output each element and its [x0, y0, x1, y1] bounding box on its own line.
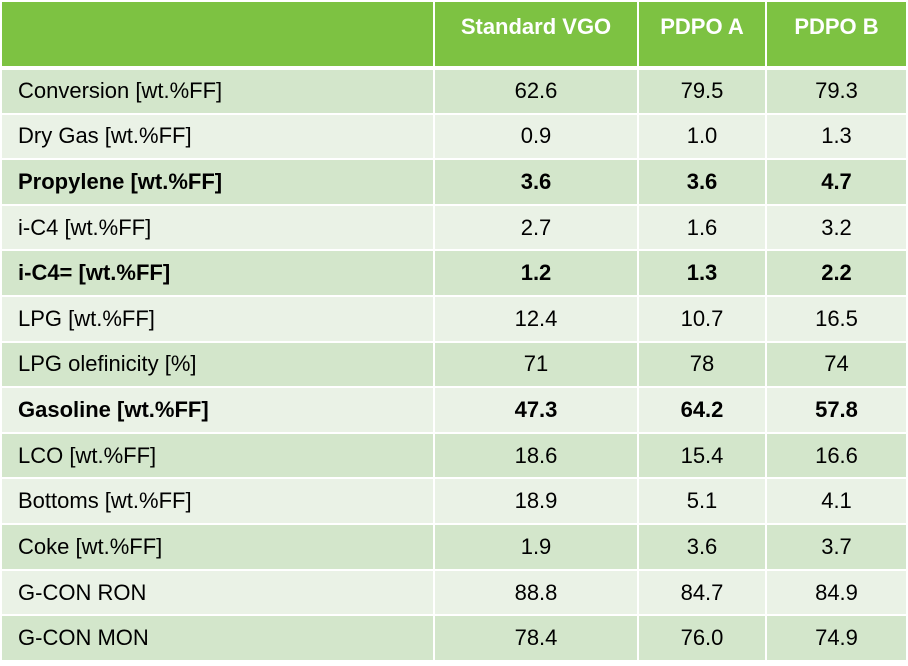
row-label-cell: Propylene [wt.%FF]: [2, 159, 435, 206]
table-row: i-C4 [wt.%FF] 2.7 1.6 3.2: [2, 204, 906, 252]
row-label-cell: Gasoline [wt.%FF]: [2, 387, 435, 434]
standard-vgo-value-cell: 12.4: [434, 296, 639, 343]
table-row: Dry Gas [wt.%FF] 0.9 1.0 1.3: [2, 113, 906, 161]
table-row: Propylene [wt.%FF] 3.6 3.6 4.7: [2, 159, 906, 206]
pdpo-b-value-cell: 1.3: [766, 113, 906, 161]
standard-vgo-value-cell: 18.6: [434, 432, 639, 480]
pdpo-a-value-cell: 10.7: [638, 296, 767, 343]
pdpo-a-value-cell: 3.6: [638, 159, 767, 206]
pdpo-b-value-cell: 2.2: [766, 250, 906, 298]
standard-vgo-value-cell: 62.6: [434, 68, 639, 115]
table-body: Conversion [wt.%FF] 62.6 79.5 79.3 Dry Gas […: [2, 68, 906, 662]
pdpo-a-value-cell: 64.2: [638, 387, 767, 434]
pdpo-b-value-cell: 16.6: [766, 432, 906, 480]
row-label-cell: Dry Gas [wt.%FF]: [2, 113, 435, 161]
row-label-cell: LPG olefinicity [%]: [2, 341, 435, 389]
table-row: Conversion [wt.%FF] 62.6 79.5 79.3: [2, 68, 906, 115]
pdpo-b-value-cell: 4.1: [766, 478, 906, 526]
header-row: Standard VGO PDPO A PDPO B: [2, 2, 906, 70]
standard-vgo-value-cell: 71: [434, 341, 639, 389]
pdpo-b-value-cell: 84.9: [766, 569, 906, 617]
row-label-cell: LPG [wt.%FF]: [2, 296, 435, 343]
row-label-cell: i-C4 [wt.%FF]: [2, 204, 435, 252]
table-row: LPG olefinicity [%] 71 78 74: [2, 341, 906, 389]
table-row: G-CON RON 88.8 84.7 84.9: [2, 569, 906, 617]
standard-vgo-value-cell: 88.8: [434, 569, 639, 617]
pdpo-b-value-cell: 79.3: [766, 68, 906, 115]
header-pdpo-a: PDPO A: [638, 2, 767, 70]
row-label-cell: LCO [wt.%FF]: [2, 432, 435, 480]
pdpo-a-value-cell: 76.0: [638, 615, 767, 662]
pdpo-a-value-cell: 1.0: [638, 113, 767, 161]
standard-vgo-value-cell: 1.2: [434, 250, 639, 298]
pdpo-b-value-cell: 57.8: [766, 387, 906, 434]
standard-vgo-value-cell: 2.7: [434, 204, 639, 252]
pdpo-a-value-cell: 78: [638, 341, 767, 389]
pdpo-a-value-cell: 79.5: [638, 68, 767, 115]
standard-vgo-value-cell: 0.9: [434, 113, 639, 161]
pdpo-a-value-cell: 5.1: [638, 478, 767, 526]
row-label-cell: Coke [wt.%FF]: [2, 524, 435, 571]
pdpo-b-value-cell: 4.7: [766, 159, 906, 206]
header-pdpo-b: PDPO B: [766, 2, 906, 70]
pdpo-a-value-cell: 84.7: [638, 569, 767, 617]
standard-vgo-value-cell: 18.9: [434, 478, 639, 526]
pdpo-a-value-cell: 1.3: [638, 250, 767, 298]
pdpo-b-value-cell: 74.9: [766, 615, 906, 662]
standard-vgo-value-cell: 47.3: [434, 387, 639, 434]
table-row: LPG [wt.%FF] 12.4 10.7 16.5: [2, 296, 906, 343]
row-label-cell: G-CON RON: [2, 569, 435, 617]
row-label-cell: i-C4= [wt.%FF]: [2, 250, 435, 298]
table-row: G-CON MON 78.4 76.0 74.9: [2, 615, 906, 662]
pdpo-b-value-cell: 3.7: [766, 524, 906, 571]
table-row: LCO [wt.%FF] 18.6 15.4 16.6: [2, 432, 906, 480]
pdpo-b-value-cell: 16.5: [766, 296, 906, 343]
table-row: i-C4= [wt.%FF] 1.2 1.3 2.2: [2, 250, 906, 298]
table-row: Coke [wt.%FF] 1.9 3.6 3.7: [2, 524, 906, 571]
row-label-cell: G-CON MON: [2, 615, 435, 662]
pdpo-a-value-cell: 15.4: [638, 432, 767, 480]
row-label-cell: Bottoms [wt.%FF]: [2, 478, 435, 526]
pdpo-b-value-cell: 3.2: [766, 204, 906, 252]
header-standard-vgo: Standard VGO: [434, 2, 639, 70]
standard-vgo-value-cell: 78.4: [434, 615, 639, 662]
standard-vgo-value-cell: 1.9: [434, 524, 639, 571]
pdpo-a-value-cell: 3.6: [638, 524, 767, 571]
pdpo-b-value-cell: 74: [766, 341, 906, 389]
table-row: Bottoms [wt.%FF] 18.9 5.1 4.1: [2, 478, 906, 526]
pdpo-a-value-cell: 1.6: [638, 204, 767, 252]
header-corner-cell: [2, 2, 435, 70]
row-label-cell: Conversion [wt.%FF]: [2, 68, 435, 115]
table-row: Gasoline [wt.%FF] 47.3 64.2 57.8: [2, 387, 906, 434]
standard-vgo-value-cell: 3.6: [434, 159, 639, 206]
